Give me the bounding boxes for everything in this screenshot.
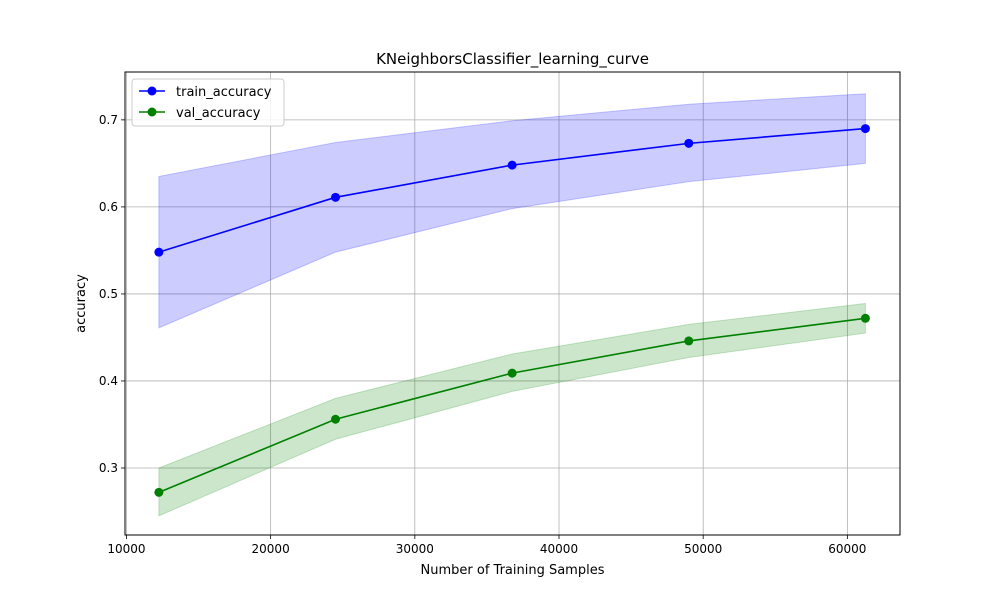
data-point-val_accuracy bbox=[684, 336, 694, 346]
data-point-train_accuracy bbox=[154, 247, 164, 257]
series-points bbox=[154, 124, 870, 497]
y-tick-label: 0.7 bbox=[99, 113, 118, 127]
legend-box bbox=[131, 78, 285, 127]
data-point-train_accuracy bbox=[507, 160, 517, 170]
legend: train_accuracy val_accuracy bbox=[131, 78, 285, 127]
data-point-val_accuracy bbox=[507, 368, 517, 378]
y-tick-label: 0.6 bbox=[99, 200, 118, 214]
data-point-train_accuracy bbox=[684, 138, 694, 148]
x-tick-label: 60000 bbox=[828, 542, 866, 556]
plot-frame bbox=[124, 71, 901, 536]
x-tick-label: 30000 bbox=[396, 542, 434, 556]
legend-label: val_accuracy bbox=[176, 106, 261, 121]
chart-title: KNeighborsClassifier_learning_curve bbox=[376, 50, 649, 69]
x-axis-label: Number of Training Samples bbox=[421, 563, 605, 578]
y-axis-label: accuracy bbox=[74, 274, 89, 333]
y-tick-label: 0.4 bbox=[99, 374, 118, 388]
legend-label: train_accuracy bbox=[176, 85, 272, 100]
data-point-val_accuracy bbox=[154, 487, 164, 497]
x-tick-label: 40000 bbox=[540, 542, 578, 556]
legend-swatch-marker bbox=[147, 86, 157, 96]
data-point-train_accuracy bbox=[331, 192, 341, 202]
x-tick-label: 20000 bbox=[252, 542, 290, 556]
confidence-bands bbox=[158, 93, 866, 517]
data-point-train_accuracy bbox=[860, 124, 870, 134]
data-point-val_accuracy bbox=[331, 414, 341, 424]
data-point-val_accuracy bbox=[860, 313, 870, 323]
y-tick-label: 0.5 bbox=[99, 287, 118, 301]
x-tick-label: 50000 bbox=[684, 542, 722, 556]
y-tick-label: 0.3 bbox=[99, 461, 118, 475]
x-tick-label: 10000 bbox=[107, 542, 145, 556]
legend-swatch-marker bbox=[147, 107, 157, 117]
confidence-band-train_accuracy bbox=[158, 93, 866, 329]
axis-ticks: 10000 20000 30000 40000 50000 60000 0.3 0.4 0.5 0… bbox=[99, 113, 867, 556]
confidence-band-val_accuracy bbox=[158, 302, 866, 517]
